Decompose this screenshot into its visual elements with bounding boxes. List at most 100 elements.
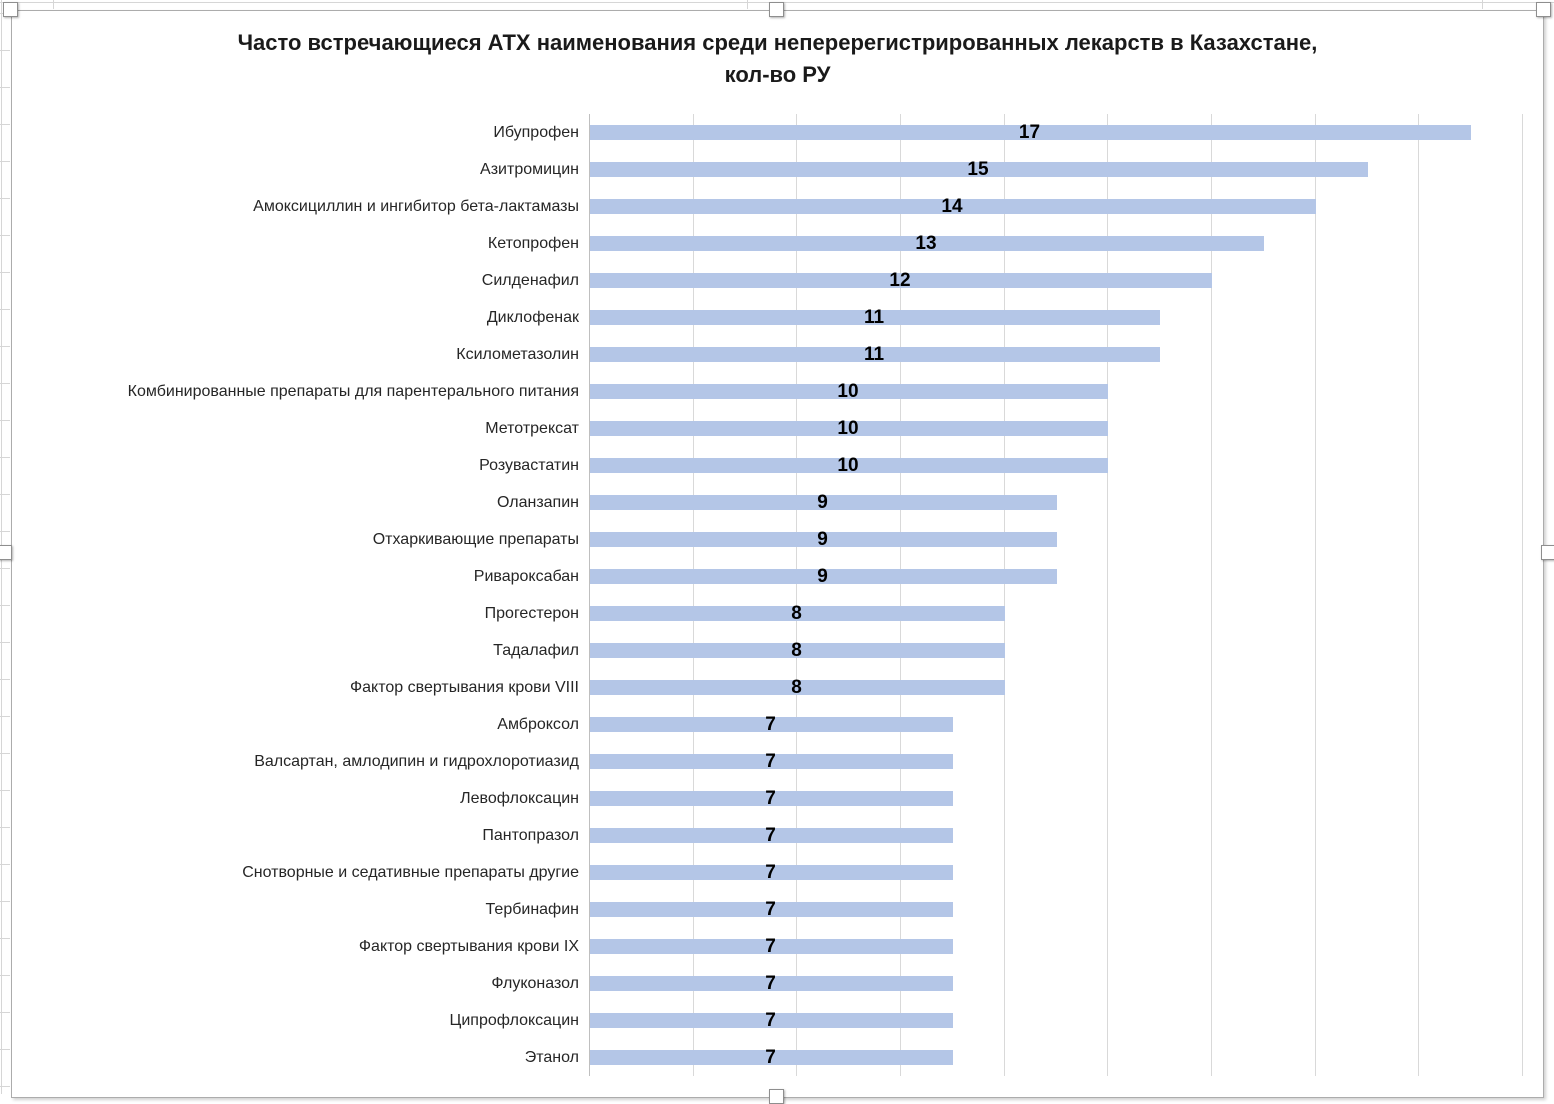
- bar[interactable]: [590, 754, 953, 769]
- bar-value-label: 9: [817, 529, 828, 550]
- bar[interactable]: [590, 347, 1160, 362]
- category-label: Ципрофлоксацин: [449, 1012, 579, 1029]
- category-label: Фактор свертывания крови VIII: [349, 679, 579, 696]
- gridline: [693, 114, 694, 1076]
- category-label: Диклофенак: [486, 309, 579, 326]
- category-label: Азитромицин: [480, 161, 579, 178]
- bar-value-label: 7: [765, 825, 776, 846]
- bar-value-label: 13: [915, 233, 937, 254]
- bar[interactable]: [590, 125, 1471, 140]
- bar[interactable]: [590, 310, 1160, 325]
- bar[interactable]: [590, 162, 1368, 177]
- bar-value-label: 7: [765, 751, 776, 772]
- category-label: Кетопрофен: [487, 235, 579, 252]
- bar[interactable]: [590, 643, 1005, 658]
- gridline: [1107, 114, 1108, 1076]
- bar[interactable]: [590, 273, 1212, 288]
- bar[interactable]: [590, 828, 953, 843]
- selection-handle-middle-right[interactable]: [1541, 545, 1554, 560]
- bar[interactable]: [590, 495, 1057, 510]
- bar[interactable]: [590, 236, 1264, 251]
- gridline: [796, 114, 797, 1076]
- selection-handle-top-right[interactable]: [1536, 2, 1551, 17]
- bar-value-label: 7: [765, 788, 776, 809]
- bar[interactable]: [590, 606, 1005, 621]
- bar-value-label: 7: [765, 1047, 776, 1068]
- gridline: [1418, 114, 1419, 1076]
- bar-value-label: 7: [765, 973, 776, 994]
- bar-value-label: 12: [889, 270, 911, 291]
- category-label: Отхаркивающие препараты: [372, 531, 579, 548]
- sheet-column-border: [747, 0, 748, 9]
- category-label: Ривароксабан: [473, 568, 579, 585]
- bar[interactable]: [590, 199, 1316, 214]
- category-label: Оланзапин: [496, 494, 579, 511]
- selection-handle-top-center[interactable]: [769, 2, 784, 17]
- category-label: Розувастатин: [479, 457, 579, 474]
- category-axis[interactable]: Ибупрофен Азитромицин Амоксициллин и ингиб…: [12, 114, 579, 1076]
- bar[interactable]: [590, 458, 1108, 473]
- chart-title[interactable]: Часто встречающиеся АТХ наименования сре…: [12, 27, 1543, 91]
- bar-value-label: 14: [941, 196, 963, 217]
- category-label: Тадалафил: [493, 642, 579, 659]
- selection-handle-bottom-center[interactable]: [769, 1089, 784, 1104]
- bar[interactable]: [590, 421, 1108, 436]
- gridline: [1004, 114, 1005, 1076]
- bar-value-label: 11: [863, 307, 885, 328]
- category-label: Метотрексат: [485, 420, 579, 437]
- category-label: Фактор свертывания крови IX: [358, 938, 579, 955]
- bar-value-label: 7: [765, 1010, 776, 1031]
- category-label: Левофлоксацин: [460, 790, 579, 807]
- bar[interactable]: [590, 569, 1057, 584]
- gridline: [1211, 114, 1212, 1076]
- bar[interactable]: [590, 1013, 953, 1028]
- bar-value-label: 11: [863, 344, 885, 365]
- bar-value-label: 7: [765, 936, 776, 957]
- category-label: Ибупрофен: [493, 124, 579, 141]
- sheet-column-border: [1482, 0, 1483, 9]
- category-label: Амоксициллин и ингибитор бета-лактамазы: [253, 198, 579, 215]
- selection-handle-top-left[interactable]: [3, 2, 18, 17]
- category-label: Силденафил: [481, 272, 579, 289]
- bar-value-label: 15: [967, 159, 989, 180]
- sheet-column-border: [53, 0, 54, 9]
- bar[interactable]: [590, 865, 953, 880]
- bar-value-label: 9: [817, 492, 828, 513]
- bar-value-label: 7: [765, 714, 776, 735]
- category-label: Комбинированные препараты для парентерал…: [127, 383, 579, 400]
- category-label: Снотворные и седативные препараты другие: [242, 864, 579, 881]
- bar-value-label: 8: [791, 640, 802, 661]
- bar-value-label: 8: [791, 603, 802, 624]
- bar[interactable]: [590, 384, 1108, 399]
- bar[interactable]: [590, 939, 953, 954]
- chart-object[interactable]: Часто встречающиеся АТХ наименования сре…: [11, 10, 1544, 1098]
- category-label: Этанол: [524, 1049, 579, 1066]
- bar[interactable]: [590, 902, 953, 917]
- bar-value-label: 7: [765, 899, 776, 920]
- value-axis-line: [589, 114, 590, 1076]
- category-label: Ксилометазолин: [456, 346, 579, 363]
- bar-value-label: 17: [1018, 122, 1041, 143]
- plot-area[interactable]: 17 15 14 13 12 11 11 10 10 10 9 9 9 8 8 8 7 7 7 7 7 7 7 7 7 7: [589, 114, 1523, 1076]
- bar-value-label: 8: [791, 677, 802, 698]
- gridline: [1315, 114, 1316, 1076]
- gridline: [900, 114, 901, 1076]
- category-label: Тербинафин: [485, 901, 579, 918]
- bar[interactable]: [590, 680, 1005, 695]
- bar[interactable]: [590, 717, 953, 732]
- bar-value-label: 10: [837, 418, 859, 439]
- category-label: Валсартан, амлодипин и гидрохлоротиазид: [254, 753, 579, 770]
- selection-handle-middle-left[interactable]: [0, 545, 12, 560]
- chart-title-line-2: кол-во РУ: [724, 62, 831, 87]
- bar-value-label: 7: [765, 862, 776, 883]
- bar[interactable]: [590, 1050, 953, 1065]
- category-label: Амброксол: [497, 716, 579, 733]
- bar[interactable]: [590, 791, 953, 806]
- chart-title-line-1: Часто встречающиеся АТХ наименования сре…: [237, 30, 1318, 55]
- category-label: Пантопразол: [482, 827, 579, 844]
- bar[interactable]: [590, 532, 1057, 547]
- category-label: Флуконазол: [491, 975, 579, 992]
- bar[interactable]: [590, 976, 953, 991]
- category-label: Прогестерон: [484, 605, 579, 622]
